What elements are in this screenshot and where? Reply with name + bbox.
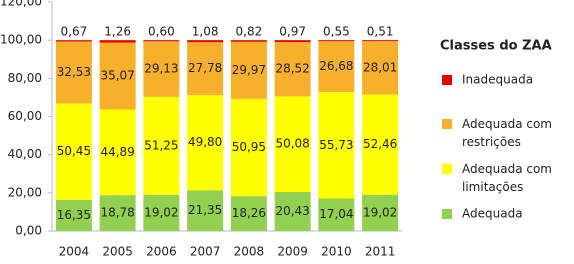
value-label: 51,25 bbox=[144, 138, 178, 152]
bar-segment bbox=[274, 40, 311, 43]
bar-segment bbox=[99, 42, 136, 110]
bar-segment bbox=[187, 42, 224, 96]
value-label: 0,60 bbox=[148, 25, 175, 39]
value-label: 0,51 bbox=[367, 25, 394, 39]
value-label: 50,08 bbox=[275, 137, 309, 151]
bar-segment bbox=[274, 42, 311, 97]
legend-label: Adequada com restrições bbox=[462, 117, 552, 149]
value-label: 50,45 bbox=[57, 144, 91, 158]
value-label: 16,35 bbox=[57, 208, 91, 222]
legend-swatch bbox=[442, 119, 452, 129]
bar-segment bbox=[143, 40, 180, 42]
bar-segment bbox=[230, 40, 267, 42]
value-label: 19,02 bbox=[363, 205, 397, 219]
value-label: 26,68 bbox=[319, 59, 353, 73]
bar-segment bbox=[143, 41, 180, 97]
bar-segment bbox=[362, 194, 399, 231]
value-label: 18,78 bbox=[100, 206, 134, 220]
value-label: 35,07 bbox=[100, 69, 134, 83]
y-tick-label: 20,00 bbox=[8, 185, 42, 199]
y-tick-label: 60,00 bbox=[8, 109, 42, 123]
bar-segment bbox=[187, 40, 224, 43]
value-label: 1,26 bbox=[104, 25, 131, 39]
bar-segment bbox=[318, 92, 355, 199]
bar-segment bbox=[55, 40, 92, 42]
x-tick-label: 2010 bbox=[321, 245, 352, 259]
value-label: 0,82 bbox=[236, 25, 263, 39]
legend-label: Adequada bbox=[462, 207, 523, 221]
value-label: 0,97 bbox=[279, 25, 306, 39]
value-label: 27,78 bbox=[188, 61, 222, 75]
value-label: 29,97 bbox=[232, 63, 266, 77]
bar-segment bbox=[274, 192, 311, 231]
x-tick-label: 2007 bbox=[190, 245, 221, 259]
bar-segment bbox=[318, 198, 355, 231]
bar-segment bbox=[230, 196, 267, 231]
legend-swatch bbox=[442, 75, 452, 85]
value-label: 18,26 bbox=[232, 206, 266, 220]
y-tick-label: 40,00 bbox=[8, 147, 42, 161]
legend-swatch bbox=[442, 209, 452, 219]
value-label: 28,01 bbox=[363, 60, 397, 74]
value-label: 0,55 bbox=[323, 25, 350, 39]
bar-segment bbox=[362, 94, 399, 195]
y-tick-label: 120,00 bbox=[0, 0, 42, 9]
x-tick-label: 2009 bbox=[277, 245, 308, 259]
legend-label: Inadequada bbox=[462, 73, 533, 87]
y-tick-label: 100,00 bbox=[0, 33, 42, 47]
value-label: 50,95 bbox=[232, 140, 266, 154]
y-tick-label: 0,00 bbox=[15, 224, 42, 238]
bar-segment bbox=[99, 40, 136, 43]
bar-segment bbox=[55, 199, 92, 231]
bar-segment bbox=[230, 41, 267, 99]
value-label: 21,35 bbox=[188, 203, 222, 217]
bar-segment bbox=[274, 96, 311, 193]
bar-segment bbox=[230, 98, 267, 197]
value-label: 29,13 bbox=[144, 62, 178, 76]
value-label: 28,52 bbox=[275, 62, 309, 76]
value-label: 1,08 bbox=[192, 25, 219, 39]
bar-segment bbox=[318, 41, 355, 93]
bar-segment bbox=[187, 95, 224, 191]
bar-segment bbox=[55, 41, 92, 104]
bar-segment bbox=[143, 194, 180, 231]
legend-swatch bbox=[442, 164, 452, 174]
bar-segment bbox=[99, 195, 136, 231]
y-tick-label: 80,00 bbox=[8, 71, 42, 85]
legend-title: Classes do ZAA bbox=[440, 39, 552, 54]
bar-segment bbox=[318, 40, 355, 42]
bar-segment bbox=[362, 41, 399, 95]
value-label: 55,73 bbox=[319, 138, 353, 152]
bar-segment bbox=[99, 109, 136, 196]
value-label: 17,04 bbox=[319, 207, 353, 221]
value-label: 20,43 bbox=[275, 204, 309, 218]
value-label: 32,53 bbox=[57, 65, 91, 79]
value-label: 0,67 bbox=[61, 25, 88, 39]
x-tick-label: 2006 bbox=[146, 245, 177, 259]
value-label: 19,02 bbox=[144, 205, 178, 219]
value-label: 49,80 bbox=[188, 135, 222, 149]
x-tick-label: 2005 bbox=[102, 245, 133, 259]
value-label: 52,46 bbox=[363, 137, 397, 151]
bar-segment bbox=[187, 190, 224, 231]
x-tick-label: 2004 bbox=[59, 245, 90, 259]
legend-label: Adequada com limitações bbox=[462, 162, 552, 194]
bar-segment bbox=[143, 96, 180, 195]
bar-segment bbox=[55, 103, 92, 200]
bar-segment bbox=[362, 40, 399, 42]
x-tick-label: 2008 bbox=[234, 245, 265, 259]
x-tick-label: 2011 bbox=[365, 245, 396, 259]
value-label: 44,89 bbox=[100, 145, 134, 159]
